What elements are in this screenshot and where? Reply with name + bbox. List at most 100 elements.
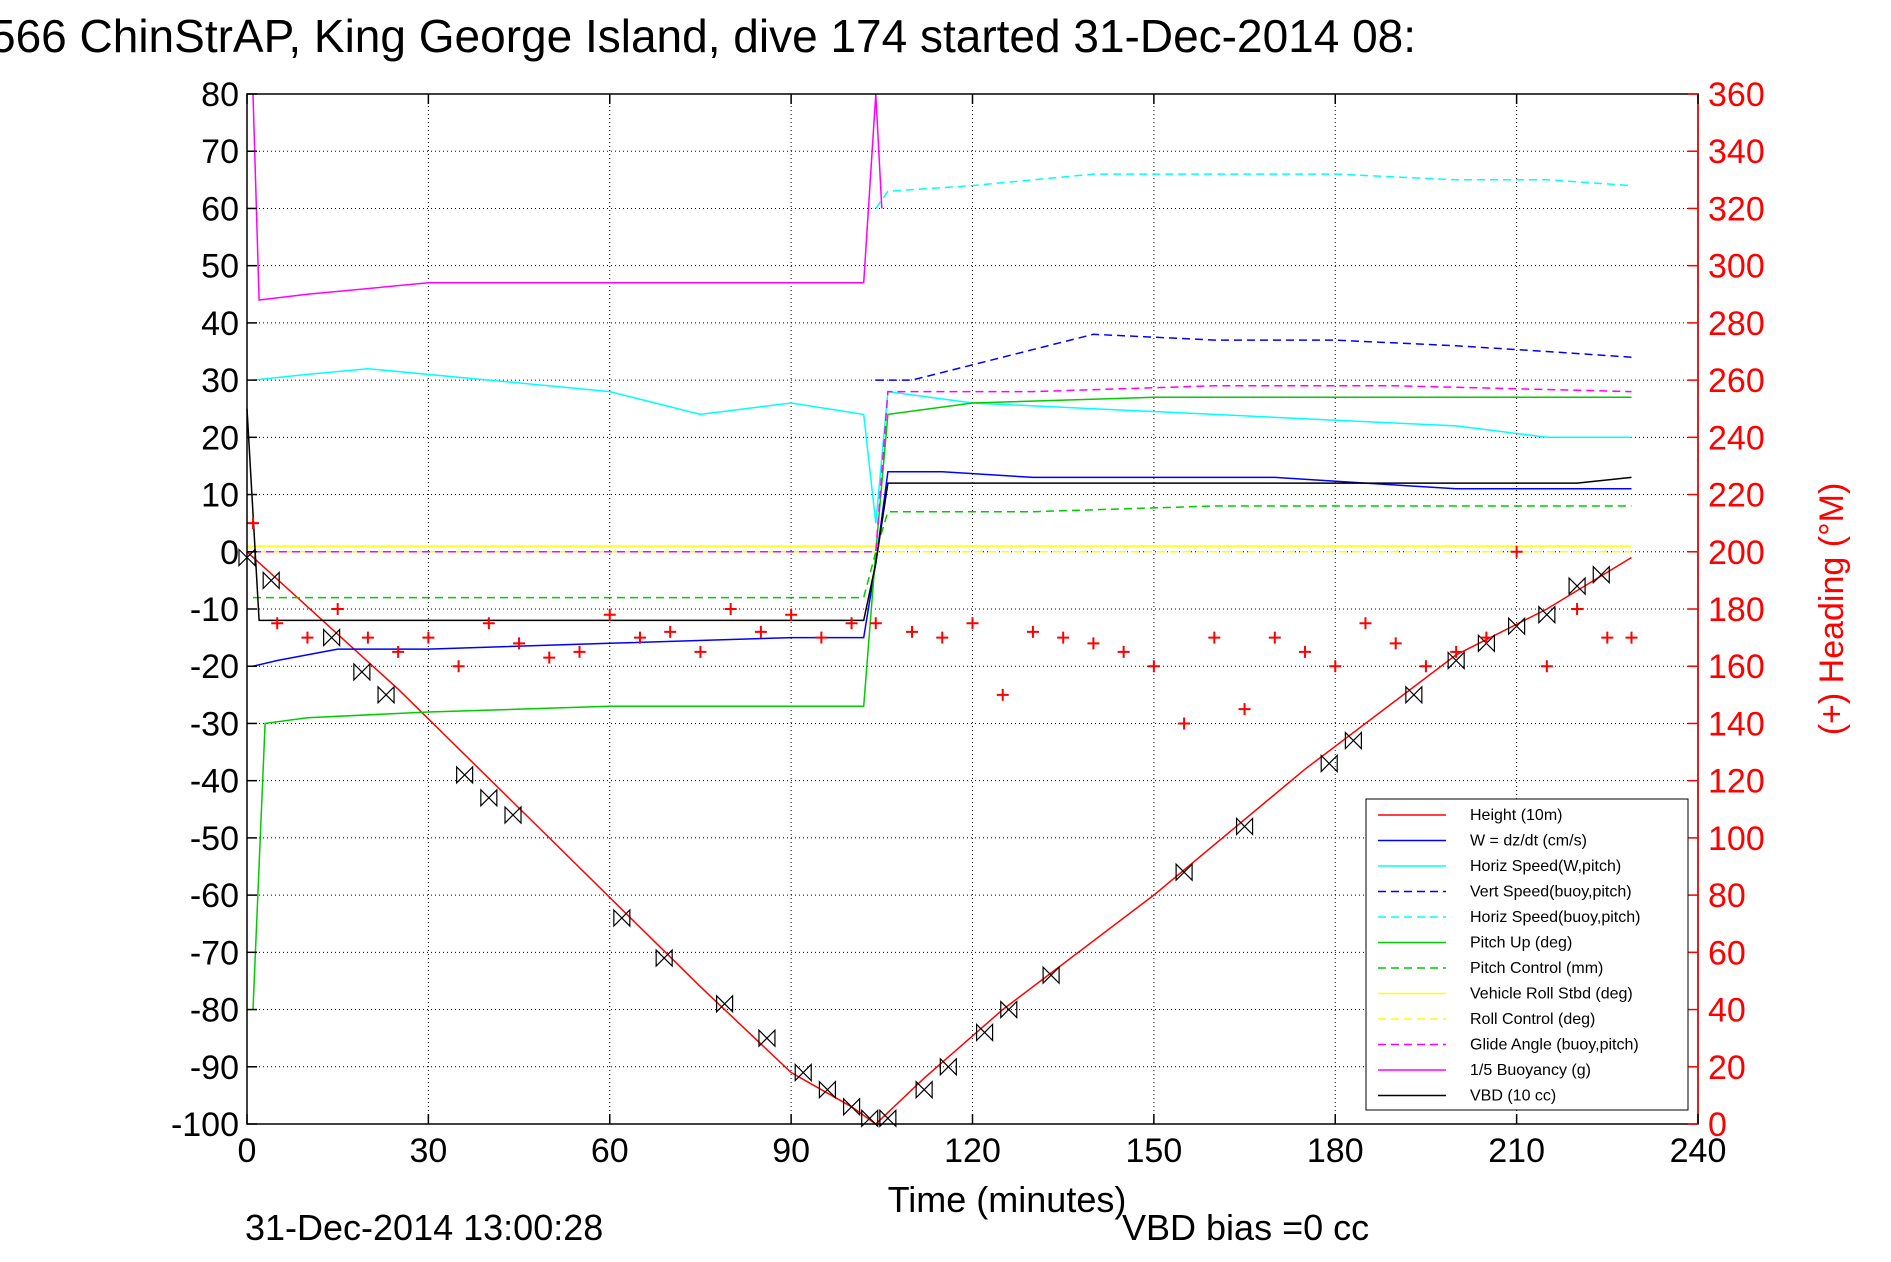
y-tick-label-10: 0 [220,534,239,572]
x-axis-label: Time (minutes) [888,1179,1127,1220]
legend-label-2: Horiz Speed(W,pitch) [1470,858,1621,875]
dive-marker-27 [1447,651,1465,670]
legend-label-10: 1/5 Buoyancy (g) [1470,1062,1591,1079]
dive-marker-19 [975,1022,994,1042]
heading-point-7 [452,660,465,673]
heading-point-44 [1571,603,1584,615]
heading-point-34 [1268,631,1281,644]
legend-label-1: W = dz/dt (cm/s) [1470,833,1587,850]
dive-marker-3 [353,662,371,682]
legend-label-8: Roll Control (deg) [1470,1011,1595,1028]
heading-point-46 [1625,631,1638,644]
dive-marker-20 [1000,1000,1018,1020]
dive-marker-28 [1477,633,1495,653]
heading-point-20 [845,617,858,630]
right-tick-label-8: 160 [1708,648,1765,686]
x-axis-ticks: 0 30 60 90 120 150 180 210 240 [238,94,1726,1170]
heading-point-39 [1419,660,1432,673]
heading-point-12 [603,608,616,621]
heading-point-28 [1087,637,1100,650]
dive-marker-31 [1568,576,1586,596]
heading-point-11 [573,645,586,658]
right-tick-label-7: 140 [1708,705,1765,743]
heading-point-8 [482,617,495,630]
right-tick-label-3: 60 [1708,934,1746,972]
right-tick-label-1: 20 [1708,1049,1746,1087]
heading-point-25 [996,688,1009,701]
x-tick-label-0: 0 [238,1132,257,1170]
heading-point-43 [1540,660,1553,673]
right-axis-ticks: 0 20 40 60 80 100 120 140 160 180 200 220 240 260 280 3… [1688,76,1765,1144]
dive-marker-13 [818,1080,836,1100]
series-line-6 [253,505,1632,599]
x-tick-label-7: 210 [1488,1132,1545,1170]
right-axis-label: (+) Heading (°M) [1813,483,1851,736]
timestamp-label: 31-Dec-2014 13:00:28 [245,1207,603,1248]
dive-marker-23 [1235,816,1254,836]
x-tick-label-4: 120 [944,1132,1001,1170]
y-axis-ticks: -100-90-80-70-60-50-40-30-20-10010203040… [171,76,257,1144]
x-tick-label-6: 180 [1307,1132,1364,1170]
dive-marker-5 [456,765,474,785]
dive-marker-7 [504,805,522,825]
y-tick-label-1: -90 [190,1049,239,1087]
y-tick-label-3: -70 [190,934,239,972]
dive-marker-14 [842,1097,861,1117]
series-line-3 [875,333,1632,381]
y-tick-label-9: -10 [190,591,239,629]
heading-point-21 [869,617,882,630]
right-tick-label-16: 320 [1708,190,1765,228]
dive-marker-1 [262,570,280,590]
right-tick-label-13: 260 [1708,362,1765,400]
x-tick-label-1: 30 [409,1132,447,1170]
heading-point-10 [543,651,556,664]
legend-label-0: Height (10m) [1470,807,1562,824]
heading-point-38 [1389,637,1402,650]
series-line-4 [875,173,1632,209]
right-tick-label-17: 340 [1708,133,1765,171]
dive-marker-4 [377,685,395,705]
heading-point-15 [694,645,707,658]
heading-point-14 [664,625,677,638]
y-tick-label-18: 80 [201,76,239,114]
right-tick-label-11: 220 [1708,477,1765,515]
heading-series-layer [247,517,1638,730]
chart-title: 566 ChinStrAP, King George Island, dive … [0,10,1416,62]
y-tick-label-8: -20 [190,648,239,686]
series-line-10 [252,93,883,301]
series-line-0 [246,551,1632,1125]
heading-point-5 [392,645,405,658]
x-tick-label-5: 150 [1126,1132,1183,1170]
heading-point-6 [422,631,435,644]
heading-point-32 [1208,631,1221,644]
heading-point-19 [815,631,828,644]
heading-point-37 [1359,617,1372,630]
dive-marker-12 [794,1063,812,1082]
dive-marker-2 [323,628,341,648]
y-tick-label-2: -80 [190,992,239,1030]
dive-marker-16 [879,1108,897,1128]
right-tick-label-18: 360 [1708,76,1765,114]
heading-point-4 [361,631,374,644]
heading-point-1 [271,617,284,630]
dive-marker-17 [915,1080,933,1100]
right-tick-label-10: 200 [1708,534,1765,572]
heading-point-16 [724,603,737,615]
heading-point-41 [1480,631,1493,644]
y-tick-label-15: 50 [201,248,239,286]
heading-point-35 [1299,645,1312,658]
heading-point-9 [513,637,526,650]
heading-point-24 [966,617,979,630]
heading-point-3 [331,603,344,615]
legend-label-6: Pitch Control (mm) [1470,960,1603,977]
dive-markers-layer [238,548,1610,1128]
heading-point-17 [754,625,767,638]
y-tick-label-5: -50 [190,820,239,858]
dive-marker-8 [613,908,631,928]
right-tick-label-12: 240 [1708,419,1765,457]
dive-marker-32 [1592,565,1610,585]
heading-point-22 [906,625,919,638]
heading-point-45 [1601,631,1614,644]
right-tick-label-14: 280 [1708,305,1765,343]
dive-marker-10 [716,994,734,1014]
